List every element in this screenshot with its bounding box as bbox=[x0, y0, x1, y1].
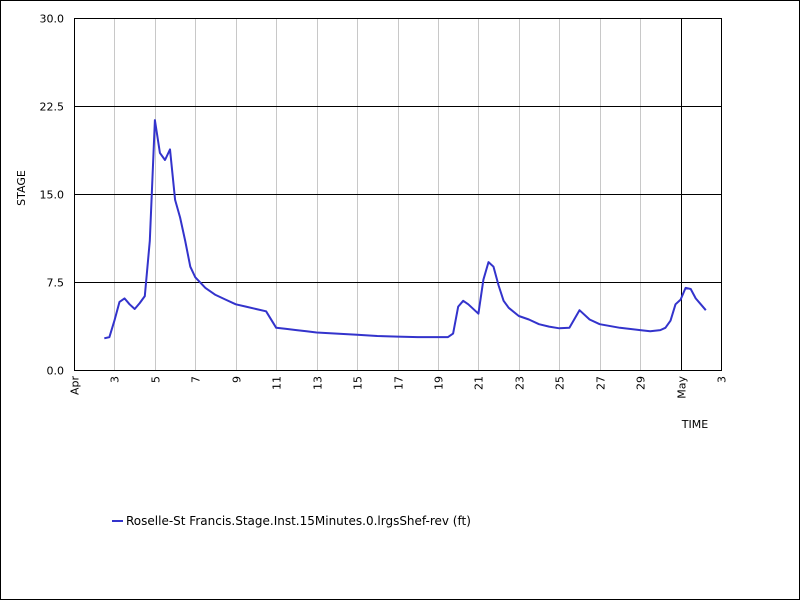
legend: Roselle-St Francis.Stage.Inst.15Minutes.… bbox=[112, 514, 471, 528]
x-tick-label: 13 bbox=[312, 376, 325, 390]
x-tick-label: 19 bbox=[433, 376, 446, 390]
legend-swatch bbox=[112, 520, 123, 522]
plot-area bbox=[74, 18, 722, 371]
x-tick-label: 11 bbox=[271, 376, 284, 390]
y-axis-label: STAGE bbox=[15, 170, 28, 206]
x-tick-label: 23 bbox=[514, 376, 527, 390]
x-tick-label: 5 bbox=[150, 376, 163, 383]
y-tick-label: 7.5 bbox=[47, 277, 65, 290]
x-tick-label: 29 bbox=[635, 376, 648, 390]
x-tick-label: May bbox=[676, 376, 689, 399]
x-tick-label: 25 bbox=[554, 376, 567, 390]
x-axis-label: TIME bbox=[681, 418, 708, 431]
x-tick-label: 9 bbox=[231, 376, 244, 383]
x-tick-label: 3 bbox=[716, 376, 729, 383]
x-tick-label: 27 bbox=[595, 376, 608, 390]
legend-label: Roselle-St Francis.Stage.Inst.15Minutes.… bbox=[126, 514, 471, 528]
series-layer bbox=[104, 119, 707, 340]
x-tick-label: 3 bbox=[109, 376, 122, 383]
y-tick-label: 15.0 bbox=[40, 189, 65, 202]
y-tick-label: 22.5 bbox=[40, 101, 65, 114]
x-tick-label: 7 bbox=[190, 376, 203, 383]
series-line bbox=[104, 119, 707, 340]
x-tick-label: Apr bbox=[69, 376, 82, 396]
y-tick-label: 30.0 bbox=[40, 13, 65, 26]
grid bbox=[74, 18, 721, 370]
x-tick-label: 17 bbox=[393, 376, 406, 390]
x-tick-label: 21 bbox=[473, 376, 486, 390]
axis-ticks: Apr 3 5 7 9 11 13 15 17 19 21 23 25 27 29 May 30.07.515.… bbox=[40, 13, 729, 399]
x-tick-label: 15 bbox=[352, 376, 365, 390]
y-tick-label: 0.0 bbox=[47, 365, 65, 378]
